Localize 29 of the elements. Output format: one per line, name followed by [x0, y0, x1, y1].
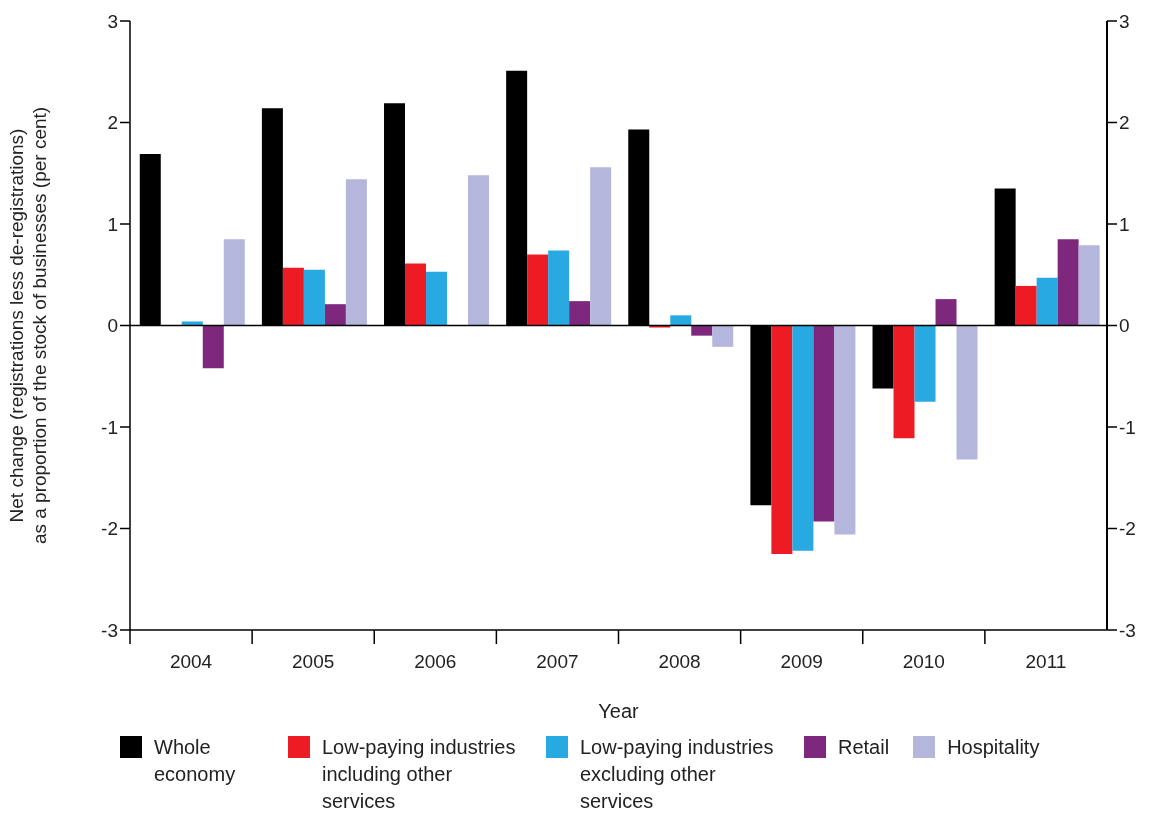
x-tick-label: 2007 — [536, 651, 579, 672]
legend-label: Whole economy — [154, 735, 237, 787]
legend-label: Low-paying industries excluding other services — [580, 735, 775, 814]
x-tick-label: 2008 — [658, 651, 701, 672]
legend-label: Retail — [838, 735, 890, 760]
x-axis-title: Year — [598, 700, 640, 722]
y-tick-label: 1 — [107, 213, 118, 235]
y-tick-label: 0 — [107, 315, 118, 337]
y-axis-title: Net change (registrations less de-registrations) as a proportion of the stock of businesses (per cent) — [5, 106, 50, 545]
y2-tick-label: 3 — [1119, 10, 1130, 32]
y-tick-label: 3 — [107, 10, 118, 32]
y-tick-label: -2 — [101, 518, 118, 540]
legend-label: Hospitality — [947, 735, 1040, 760]
x-tick-label: 2010 — [902, 651, 945, 672]
x-tick-label: 2006 — [414, 651, 457, 672]
y2-tick-label: 0 — [1119, 315, 1130, 337]
x-tick-label: 2005 — [292, 651, 335, 672]
y-tick-label: -3 — [101, 619, 118, 641]
y-tick-label: -1 — [101, 416, 118, 438]
y2-tick-label: -2 — [1119, 518, 1136, 540]
y-tick-label: 2 — [107, 112, 118, 134]
x-tick-label: 2009 — [780, 651, 823, 672]
x-tick-label: 2011 — [1025, 651, 1067, 672]
y2-tick-label: -1 — [1119, 416, 1136, 438]
x-tick-label: 2004 — [169, 651, 213, 672]
legend-label: Low-paying industries including other services — [322, 735, 517, 814]
y2-tick-label: 1 — [1119, 213, 1130, 235]
y2-tick-label: 2 — [1119, 112, 1130, 134]
y2-tick-label: -3 — [1119, 619, 1136, 641]
